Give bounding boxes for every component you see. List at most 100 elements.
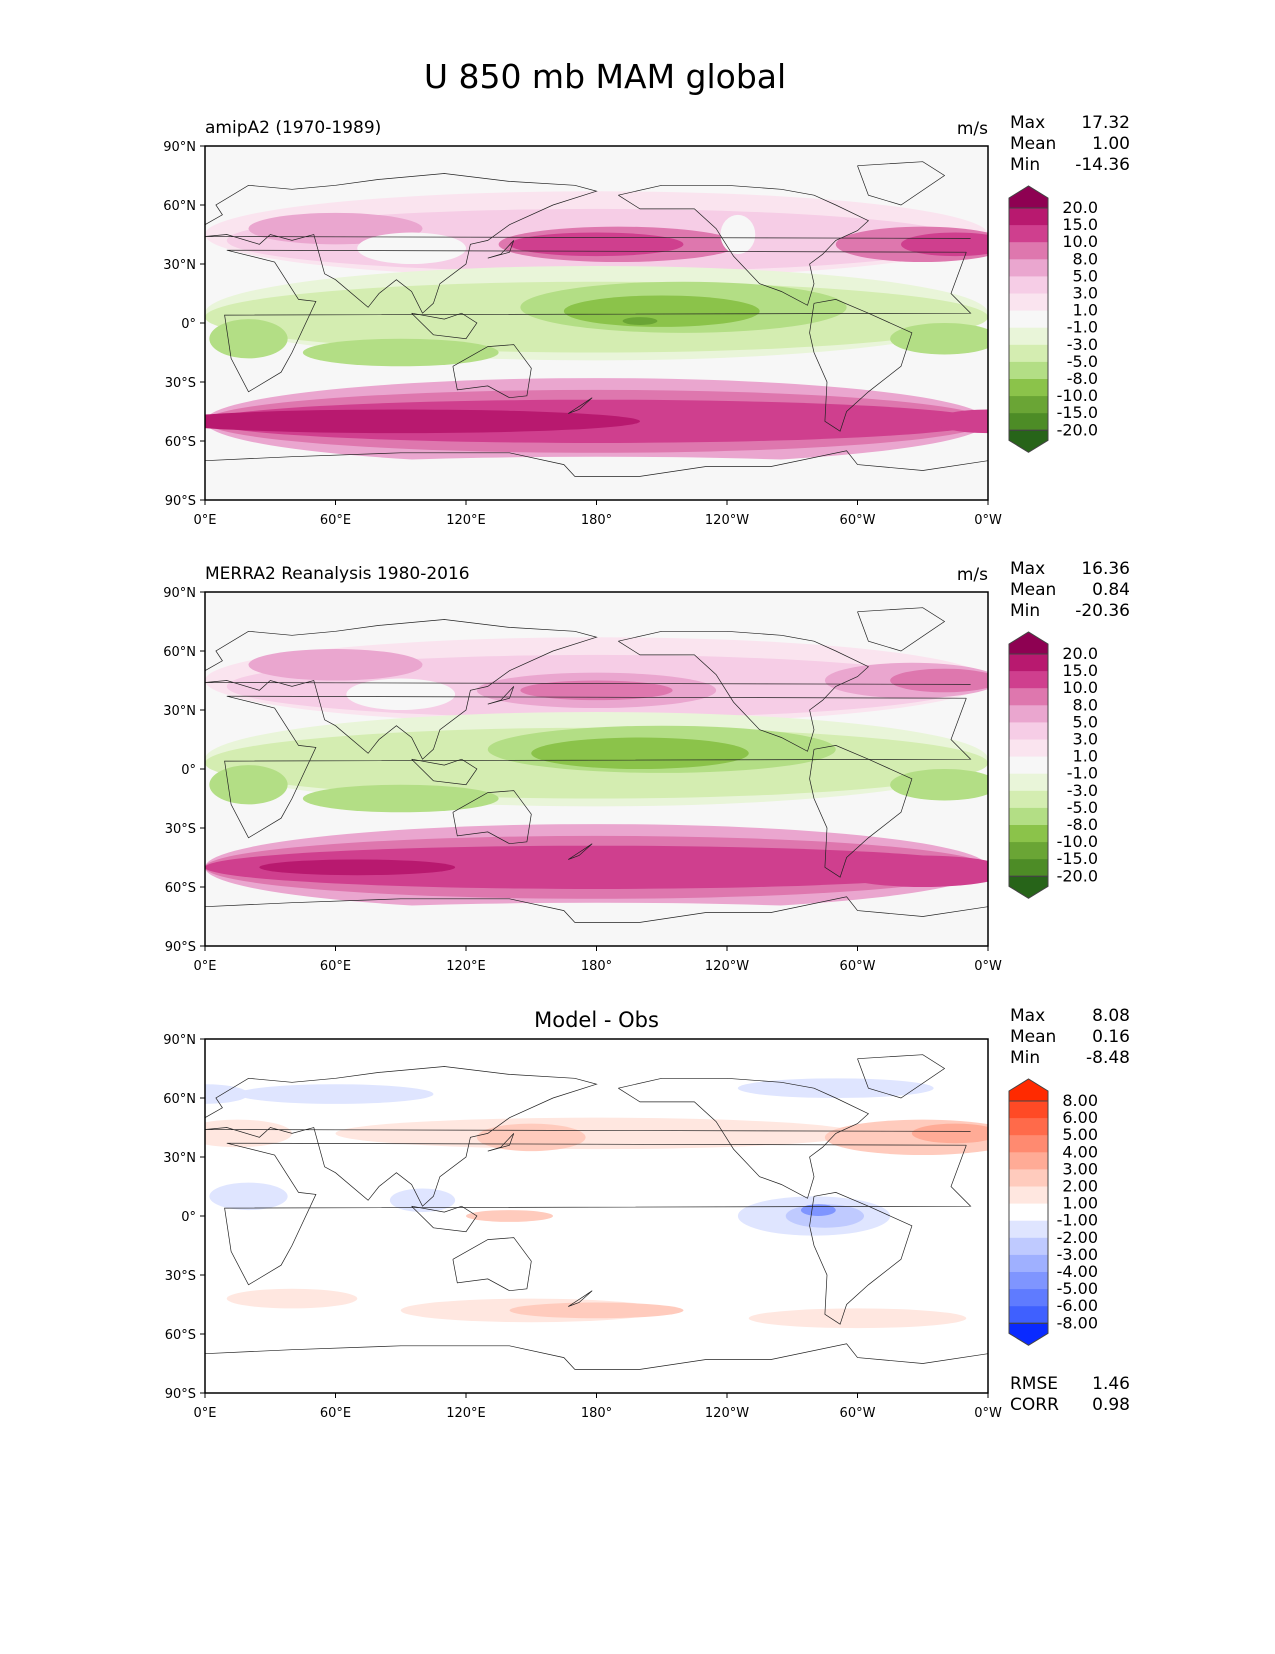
colorbar-tick-label: 2.00 bbox=[1062, 1177, 1098, 1196]
coastline bbox=[568, 397, 593, 414]
colorbar-tick-label: 15.0 bbox=[1062, 661, 1098, 680]
panel-title: Model - Obs bbox=[534, 1008, 659, 1032]
coastline bbox=[205, 619, 971, 760]
coastline bbox=[224, 1142, 972, 1286]
colorbar-tick-label: -8.0 bbox=[1067, 815, 1098, 834]
y-tick-label: 60°S bbox=[165, 435, 196, 450]
contour-region bbox=[509, 232, 684, 257]
colorbar-swatch bbox=[1009, 1306, 1048, 1324]
stat-mean-label: Mean bbox=[1010, 134, 1056, 154]
colorbar-tick-label: -5.00 bbox=[1057, 1279, 1098, 1298]
coastline bbox=[809, 745, 913, 878]
stat-min-value: -8.48 bbox=[1086, 1048, 1130, 1068]
colorbar-swatch bbox=[1009, 293, 1048, 312]
colorbar-swatch bbox=[1009, 654, 1048, 672]
contour-region bbox=[476, 1123, 586, 1152]
x-tick-label: 0°E bbox=[194, 1406, 217, 1421]
coastline bbox=[487, 240, 515, 259]
y-tick-label: 90°N bbox=[163, 140, 196, 155]
colorbar-swatch bbox=[1009, 1135, 1048, 1153]
colorbar-swatch bbox=[1009, 825, 1048, 843]
coastline bbox=[857, 161, 946, 206]
coastline bbox=[809, 1192, 913, 1325]
colorbar-swatch bbox=[1009, 1169, 1048, 1187]
coastlines bbox=[205, 607, 988, 923]
map-panel-2: 90°N 60°N 30°N 0° 30°S 60°S 90°S 0°E 60°E 120°E 18… bbox=[163, 559, 1130, 974]
x-tick-label: 120°W bbox=[705, 1406, 749, 1421]
coastline bbox=[205, 173, 971, 314]
colorbar-extend-top bbox=[1008, 1078, 1049, 1102]
contour-field bbox=[205, 146, 988, 500]
stat-min-label: Min bbox=[1010, 601, 1040, 621]
colorbar-tick-label: -3.0 bbox=[1067, 781, 1098, 800]
coastline bbox=[618, 1077, 870, 1199]
stat-rmse-value: 1.46 bbox=[1092, 1374, 1130, 1394]
coastline bbox=[205, 896, 988, 923]
colorbar-tick-label: 8.0 bbox=[1073, 249, 1098, 268]
colorbar-tick-label: -5.0 bbox=[1067, 798, 1098, 817]
contour-region bbox=[911, 1123, 988, 1144]
colorbar-tick-label: -4.00 bbox=[1057, 1262, 1098, 1281]
y-tick-label: 60°S bbox=[165, 881, 196, 896]
colorbar-tick-label: -1.00 bbox=[1057, 1211, 1098, 1230]
colorbar-outline bbox=[1008, 207, 1049, 431]
contour-region bbox=[890, 323, 988, 355]
colorbar-tick-label: 5.0 bbox=[1073, 712, 1098, 731]
y-tick-label: 90°S bbox=[165, 1387, 196, 1402]
colorbar-swatch bbox=[1009, 1272, 1048, 1290]
x-tick-label: 180° bbox=[581, 1406, 612, 1421]
colorbar-tick-label: -20.0 bbox=[1057, 866, 1098, 885]
stat-mean-value: 1.00 bbox=[1092, 134, 1130, 154]
coastline bbox=[411, 1205, 478, 1233]
stat-mean-label: Mean bbox=[1010, 1027, 1056, 1047]
stat-mean-label: Mean bbox=[1010, 580, 1056, 600]
units-label: m/s bbox=[957, 119, 988, 139]
colorbar-tick-label: 3.0 bbox=[1073, 730, 1098, 749]
x-tick-label: 180° bbox=[581, 959, 612, 974]
y-tick-label: 0° bbox=[181, 317, 196, 332]
x-tick-label: 60°W bbox=[840, 513, 876, 528]
colorbar-swatch bbox=[1009, 344, 1048, 363]
colorbar-tick-label: -6.00 bbox=[1057, 1296, 1098, 1315]
contour-region bbox=[205, 456, 988, 500]
colorbar-swatch bbox=[1009, 361, 1048, 380]
colorbar-tick-label: 3.0 bbox=[1073, 284, 1098, 303]
colorbar-tick-label: 6.00 bbox=[1062, 1108, 1098, 1127]
colorbar-swatch bbox=[1009, 208, 1048, 226]
colorbar-tick-label: -15.0 bbox=[1057, 403, 1098, 422]
stat-corr-label: CORR bbox=[1010, 1395, 1059, 1415]
y-tick-label: 30°S bbox=[165, 376, 196, 391]
contour-region bbox=[205, 409, 640, 434]
coastline bbox=[205, 450, 988, 477]
x-tick-label: 120°W bbox=[705, 959, 749, 974]
colorbar-tick-label: 1.0 bbox=[1073, 301, 1098, 320]
contour-region bbox=[835, 855, 988, 887]
coastline bbox=[618, 184, 870, 306]
colorbar-extend-bottom bbox=[1008, 875, 1049, 899]
y-tick-label: 90°N bbox=[163, 586, 196, 601]
stat-max-label: Max bbox=[1010, 113, 1045, 133]
colorbar-extend-top bbox=[1008, 185, 1049, 209]
stat-max-value: 17.32 bbox=[1081, 113, 1130, 133]
contour-region bbox=[890, 769, 988, 801]
stat-max-label: Max bbox=[1010, 559, 1045, 579]
contour-region bbox=[237, 1084, 434, 1104]
colorbar-swatch bbox=[1009, 773, 1048, 792]
y-tick-label: 0° bbox=[181, 1210, 196, 1225]
y-tick-label: 30°N bbox=[163, 704, 196, 719]
colorbar-tick-label: -1.0 bbox=[1067, 318, 1098, 337]
panel-title: MERRA2 Reanalysis 1980-2016 bbox=[205, 564, 470, 584]
colorbar-tick-label: -3.0 bbox=[1067, 335, 1098, 354]
stat-min-label: Min bbox=[1010, 1048, 1040, 1068]
colorbar: 20.015.010.08.05.03.01.0-1.0-3.0-5.0-8.0… bbox=[1008, 631, 1098, 899]
contour-region bbox=[209, 1182, 288, 1211]
map-panel-3: 90°N 60°N 30°N 0° 30°S 60°S 90°S 0°E 60°E 120°E 18… bbox=[163, 1006, 1130, 1421]
stat-max-value: 16.36 bbox=[1081, 559, 1130, 579]
contour-region bbox=[226, 1288, 358, 1309]
x-tick-label: 0°E bbox=[194, 513, 217, 528]
figure-title: U 850 mb MAM global bbox=[424, 57, 786, 96]
coastline bbox=[224, 249, 972, 393]
colorbar-swatch bbox=[1009, 310, 1048, 329]
colorbar-tick-label: -20.0 bbox=[1057, 420, 1098, 439]
colorbar-tick-label: -5.0 bbox=[1067, 352, 1098, 371]
